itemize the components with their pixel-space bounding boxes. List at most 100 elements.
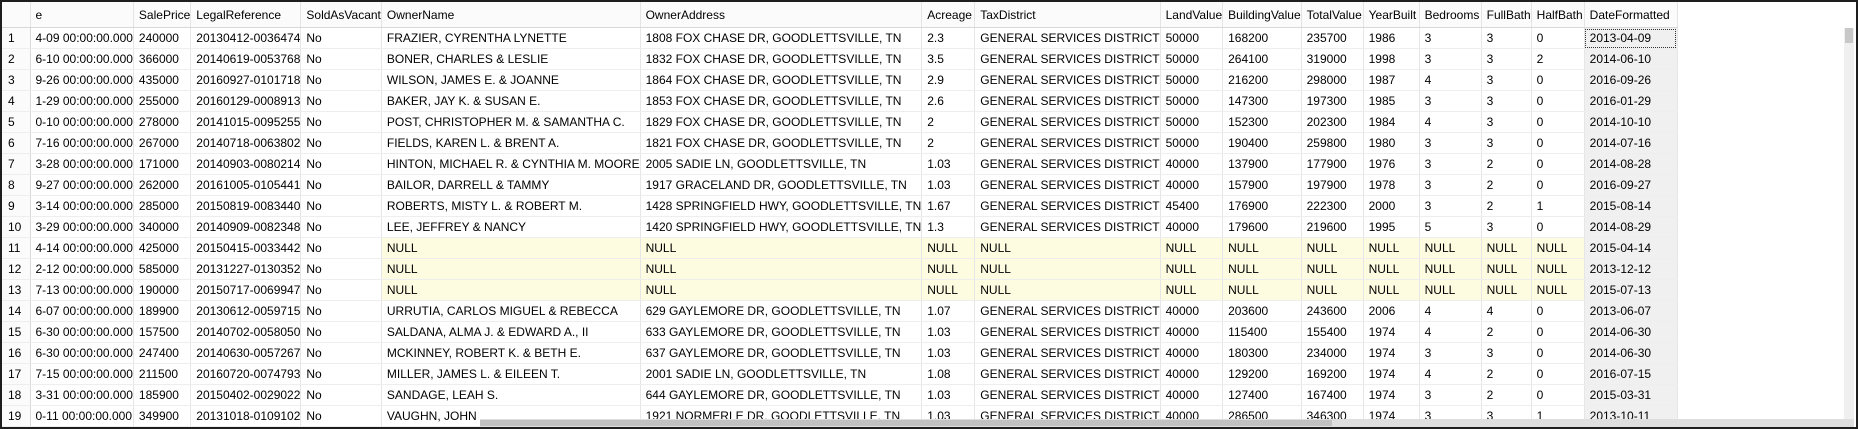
row-number[interactable]: 5 [2,111,31,133]
table-cell[interactable]: NULL [640,258,923,280]
table-cell[interactable]: 235700 [1301,27,1364,49]
table-cell[interactable]: BAILOR, DARRELL & TAMMY [381,174,641,196]
table-cell[interactable]: 1832 FOX CHASE DR, GOODLETTSVILLE, TN [640,48,923,70]
table-cell[interactable]: 3 [1419,132,1482,154]
table-cell[interactable]: 435000 [133,69,192,91]
table-cell[interactable]: 3 [1481,48,1532,70]
column-header[interactable]: TaxDistrict [974,2,1161,28]
table-cell[interactable]: 2.3 [921,27,976,49]
table-cell[interactable]: 2006 [1363,300,1420,322]
table-cell[interactable]: 3 [1481,342,1532,364]
table-cell[interactable]: 3 [1481,111,1532,133]
table-cell[interactable]: 4 [1481,300,1532,322]
table-row[interactable]: 11 4-14 00:00:00.000 425000 20150415-003344… [2,237,1678,259]
table-cell[interactable]: 171000 [133,153,192,175]
table-cell[interactable]: No [300,384,382,406]
table-cell[interactable]: 2 [921,111,976,133]
table-cell[interactable]: 1821 FOX CHASE DR, GOODLETTSVILLE, TN [640,132,923,154]
table-cell[interactable]: No [300,258,382,280]
table-cell[interactable]: NULL [1160,279,1224,301]
table-cell[interactable]: 4-14 00:00:00.000 [30,237,134,259]
table-row[interactable]: 18 3-31 00:00:00.000 185900 20150402-002902… [2,384,1678,406]
table-cell[interactable]: 5 [1419,216,1482,238]
table-cell[interactable]: NULL [1222,258,1302,280]
table-cell[interactable]: 3-28 00:00:00.000 [30,153,134,175]
table-row[interactable]: 16 6-30 00:00:00.000 247400 20140630-005726… [2,342,1678,364]
table-cell[interactable]: 1.03 [921,153,976,175]
row-number[interactable]: 16 [2,342,31,364]
table-cell[interactable]: 0 [1531,321,1585,343]
table-row[interactable]: 8 9-27 00:00:00.000 262000 20161005-0105441… [2,174,1678,196]
table-cell[interactable]: 222300 [1301,195,1364,217]
vertical-scrollbar-thumb[interactable] [1845,28,1853,43]
table-cell[interactable]: No [300,300,382,322]
table-cell[interactable]: 20161005-0105441 [190,174,302,196]
table-cell[interactable]: 2015-08-14 [1584,195,1678,217]
table-cell[interactable]: 20131018-0109102 [190,405,302,427]
table-cell[interactable]: 190000 [133,279,192,301]
table-cell[interactable]: 167400 [1301,384,1364,406]
table-cell[interactable]: URRUTIA, CARLOS MIGUEL & REBECCA [381,300,641,322]
row-number[interactable]: 13 [2,279,31,301]
table-cell[interactable]: 259800 [1301,132,1364,154]
table-cell[interactable]: No [300,237,382,259]
table-cell[interactable]: NULL [1363,279,1420,301]
table-cell[interactable]: No [300,363,382,385]
row-number[interactable]: 12 [2,258,31,280]
table-cell[interactable]: 1985 [1363,90,1420,112]
table-cell[interactable]: 3 [1481,132,1532,154]
row-number[interactable]: 3 [2,69,31,91]
table-cell[interactable]: NULL [1419,237,1482,259]
table-cell[interactable]: 180300 [1222,342,1302,364]
table-cell[interactable]: 2013-12-12 [1584,258,1678,280]
table-cell[interactable]: NULL [381,258,641,280]
table-cell[interactable]: No [300,405,382,427]
table-cell[interactable]: 255000 [133,90,192,112]
table-cell[interactable]: NULL [1301,237,1364,259]
table-cell[interactable]: NULL [1222,237,1302,259]
table-cell[interactable]: 2-12 00:00:00.000 [30,258,134,280]
table-cell[interactable]: 203600 [1222,300,1302,322]
table-cell[interactable]: 0 [1531,300,1585,322]
table-cell[interactable]: HINTON, MICHAEL R. & CYNTHIA M. MOORE [381,153,641,175]
table-cell[interactable]: 262000 [133,174,192,196]
table-cell[interactable]: 7-13 00:00:00.000 [30,279,134,301]
table-row[interactable]: 10 3-29 00:00:00.000 340000 20140909-008234… [2,216,1678,238]
row-number[interactable]: 10 [2,216,31,238]
table-cell[interactable]: 1.03 [921,174,976,196]
table-cell[interactable]: 3 [1419,195,1482,217]
column-header[interactable]: TotalValue [1301,2,1364,28]
table-cell[interactable]: GENERAL SERVICES DISTRICT [974,216,1161,238]
table-cell[interactable]: 176900 [1222,195,1302,217]
column-header[interactable]: LandValue [1160,2,1224,28]
table-cell[interactable]: 40000 [1160,300,1224,322]
table-cell[interactable]: 189900 [133,300,192,322]
table-cell[interactable]: 20140702-0058050 [190,321,302,343]
table-cell[interactable]: GENERAL SERVICES DISTRICT [974,132,1161,154]
table-cell[interactable]: 3 [1419,90,1482,112]
table-cell[interactable]: 0 [1531,384,1585,406]
table-cell[interactable]: BAKER, JAY K. & SUSAN E. [381,90,641,112]
table-cell[interactable]: 319000 [1301,48,1364,70]
table-cell[interactable]: 3 [1419,48,1482,70]
table-cell[interactable]: 1.03 [921,321,976,343]
table-cell[interactable]: 169200 [1301,363,1364,385]
table-cell[interactable]: 2013-06-07 [1584,300,1678,322]
table-cell[interactable]: 3 [1481,90,1532,112]
row-number[interactable]: 7 [2,153,31,175]
row-number[interactable]: 8 [2,174,31,196]
table-cell[interactable]: 285000 [133,195,192,217]
table-cell[interactable]: NULL [1481,237,1532,259]
table-cell[interactable]: 3 [1481,216,1532,238]
table-cell[interactable]: 20150819-0083440 [190,195,302,217]
table-cell[interactable]: 3 [1419,27,1482,49]
table-cell[interactable]: 115400 [1222,321,1302,343]
table-cell[interactable]: 1984 [1363,111,1420,133]
table-cell[interactable]: NULL [1301,258,1364,280]
table-cell[interactable]: 157500 [133,321,192,343]
table-cell[interactable]: 1.03 [921,384,976,406]
table-cell[interactable]: 247400 [133,342,192,364]
table-cell[interactable]: 155400 [1301,321,1364,343]
table-cell[interactable]: 1976 [1363,153,1420,175]
row-number[interactable]: 9 [2,195,31,217]
